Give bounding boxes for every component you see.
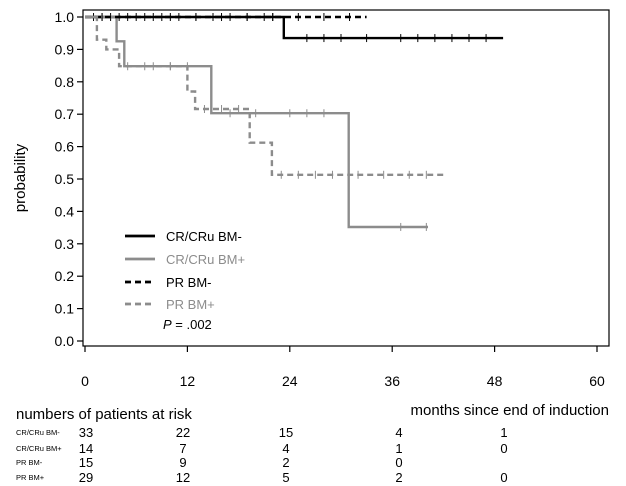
x-axis: 0 12 24 36 48 60 — [81, 346, 605, 389]
risk-value: 2 — [395, 470, 402, 485]
risk-table: CR/CRu BM- 33 22 15 4 1CR/CRu BM+ 14 7 4 1 0PR BM-… — [16, 425, 508, 485]
risk-value: 2 — [282, 455, 289, 470]
y-tick-label: 0.2 — [55, 268, 75, 284]
risk-value: 33 — [79, 425, 93, 440]
y-tick-label: 0.4 — [55, 203, 75, 219]
y-tick-label: 0.6 — [55, 139, 75, 155]
plot-frame — [82, 9, 610, 347]
risk-value: 15 — [79, 455, 93, 470]
x-tick-label: 24 — [282, 373, 298, 389]
risk-value: 9 — [179, 455, 186, 470]
x-tick-label: 48 — [487, 373, 503, 389]
series-2 — [85, 13, 367, 21]
risk-value: 22 — [176, 425, 190, 440]
series-line — [85, 15, 447, 177]
y-tick-label: 0.5 — [55, 171, 75, 187]
legend: CR/CRu BM- CR/CRu BM+ PR BM- PR BM+ — [125, 229, 245, 312]
y-tick-label: 0.7 — [55, 106, 75, 122]
p-value-annotation: P = .002 — [163, 317, 212, 332]
x-axis-title: months since end of induction — [411, 402, 609, 419]
risk-value: 29 — [79, 470, 93, 485]
risk-value: 4 — [282, 441, 289, 456]
y-tick-label: 0.9 — [55, 41, 75, 57]
x-tick-label: 0 — [81, 373, 89, 389]
series-3 — [85, 15, 447, 179]
y-axis-title: probability — [12, 143, 29, 212]
risk-row-label: CR/CRu BM- — [16, 428, 60, 437]
p-value-symbol: P — [163, 317, 172, 332]
risk-value: 15 — [279, 425, 293, 440]
risk-table-title: numbers of patients at risk — [16, 406, 192, 423]
x-tick-label: 60 — [589, 373, 605, 389]
risk-value: 0 — [395, 455, 402, 470]
risk-row-label: CR/CRu BM+ — [16, 444, 62, 453]
legend-label: PR BM- — [166, 275, 212, 290]
y-tick-label: 0.3 — [55, 236, 75, 252]
survival-curves — [85, 13, 504, 231]
risk-value: 1 — [500, 425, 507, 440]
series-line — [85, 15, 504, 40]
risk-value: 0 — [500, 470, 507, 485]
y-tick-label: 0.0 — [55, 333, 75, 349]
x-tick-label: 36 — [384, 373, 400, 389]
y-tick-label: 0.1 — [55, 301, 75, 317]
risk-value: 1 — [395, 441, 402, 456]
p-value-text: = .002 — [172, 317, 212, 332]
risk-row-label: PR BM+ — [16, 473, 45, 482]
series-1 — [85, 15, 428, 231]
legend-label: PR BM+ — [166, 297, 215, 312]
legend-label: CR/CRu BM+ — [166, 252, 245, 267]
y-tick-label: 1.0 — [55, 9, 75, 25]
risk-value: 14 — [79, 441, 93, 456]
series-line — [85, 15, 428, 229]
y-tick-label: 0.8 — [55, 74, 75, 90]
risk-value: 12 — [176, 470, 190, 485]
y-axis: 0.0 0.1 0.2 0.3 0.4 0.5 0.6 0.7 0.8 0.9 1.0 — [55, 9, 83, 349]
risk-value: 4 — [395, 425, 402, 440]
x-tick-label: 12 — [180, 373, 196, 389]
risk-row-label: PR BM- — [16, 458, 43, 467]
risk-value: 7 — [179, 441, 186, 456]
risk-value: 5 — [282, 470, 289, 485]
risk-value: 0 — [500, 441, 507, 456]
legend-label: CR/CRu BM- — [166, 229, 242, 244]
